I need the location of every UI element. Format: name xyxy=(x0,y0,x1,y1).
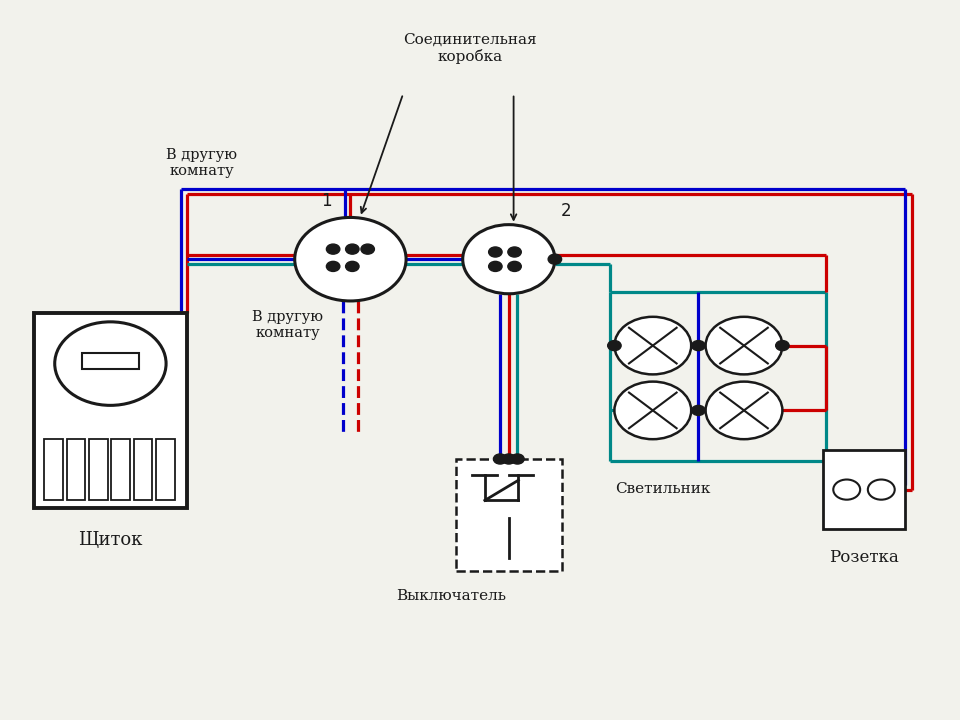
Circle shape xyxy=(614,317,691,374)
Circle shape xyxy=(706,382,782,439)
Bar xyxy=(824,450,904,529)
Circle shape xyxy=(361,244,374,254)
Circle shape xyxy=(489,261,502,271)
Bar xyxy=(89,439,108,500)
Circle shape xyxy=(508,247,521,257)
Circle shape xyxy=(614,382,691,439)
Text: Светильник: Светильник xyxy=(614,482,710,496)
Circle shape xyxy=(706,317,782,374)
Circle shape xyxy=(833,480,860,500)
Bar xyxy=(111,439,130,500)
Circle shape xyxy=(608,341,621,351)
Text: Розетка: Розетка xyxy=(829,549,899,567)
Circle shape xyxy=(493,454,507,464)
Text: 1: 1 xyxy=(321,192,332,210)
Text: Выключатель: Выключатель xyxy=(396,589,506,603)
Circle shape xyxy=(502,454,516,464)
Circle shape xyxy=(489,247,502,257)
Text: В другую
комнату: В другую комнату xyxy=(252,310,324,340)
Text: Щиток: Щиток xyxy=(78,531,143,549)
Circle shape xyxy=(346,244,359,254)
Circle shape xyxy=(511,454,524,464)
Circle shape xyxy=(508,261,521,271)
Circle shape xyxy=(868,480,895,500)
Bar xyxy=(66,439,85,500)
Circle shape xyxy=(55,322,166,405)
Bar xyxy=(156,439,175,500)
Bar xyxy=(44,439,62,500)
Bar xyxy=(133,439,153,500)
Bar xyxy=(456,459,562,571)
Bar xyxy=(82,353,139,369)
Circle shape xyxy=(463,225,555,294)
Circle shape xyxy=(326,244,340,254)
Text: 2: 2 xyxy=(561,202,572,220)
Circle shape xyxy=(691,341,706,351)
Circle shape xyxy=(548,254,562,264)
Text: Соединительная
коробка: Соединительная коробка xyxy=(403,32,538,64)
Circle shape xyxy=(691,405,706,415)
Text: В другую
комнату: В другую комнату xyxy=(166,148,237,178)
Circle shape xyxy=(776,341,789,351)
Circle shape xyxy=(346,261,359,271)
Circle shape xyxy=(295,217,406,301)
Circle shape xyxy=(326,261,340,271)
Bar xyxy=(34,313,187,508)
